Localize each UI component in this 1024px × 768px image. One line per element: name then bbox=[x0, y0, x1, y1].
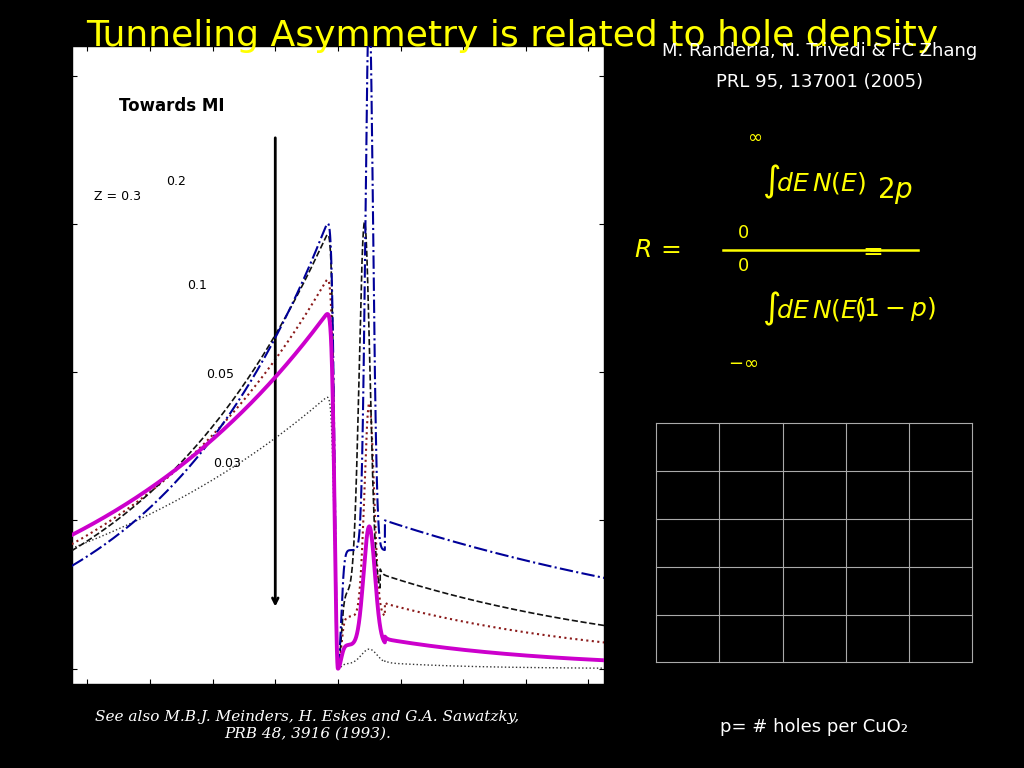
Circle shape bbox=[810, 588, 818, 594]
Text: 3.8 Å: 3.8 Å bbox=[699, 683, 739, 697]
Circle shape bbox=[683, 444, 692, 451]
Text: Tunneling Asymmetry is related to hole density: Tunneling Asymmetry is related to hole d… bbox=[86, 19, 938, 53]
Text: 0.05: 0.05 bbox=[207, 368, 234, 381]
Text: $\int\!dE\,N(E)$: $\int\!dE\,N(E)$ bbox=[762, 290, 866, 328]
Text: 0.1: 0.1 bbox=[187, 280, 208, 292]
Text: $R\,=$: $R\,=$ bbox=[634, 237, 680, 262]
Circle shape bbox=[746, 540, 756, 546]
Y-axis label: Conductance dI/dV (arb. units): Conductance dI/dV (arb. units) bbox=[31, 269, 44, 461]
Text: $\infty$: $\infty$ bbox=[746, 127, 762, 146]
Text: $=$: $=$ bbox=[858, 237, 883, 262]
Circle shape bbox=[872, 492, 882, 498]
Circle shape bbox=[872, 444, 882, 451]
Circle shape bbox=[683, 492, 692, 498]
Circle shape bbox=[746, 635, 756, 642]
Text: $2p$: $2p$ bbox=[877, 175, 912, 206]
Text: Towards MI: Towards MI bbox=[119, 98, 224, 115]
Circle shape bbox=[872, 635, 882, 642]
Text: M. Randeria, N. Trivedi & FC Zhang: M. Randeria, N. Trivedi & FC Zhang bbox=[662, 42, 977, 60]
Circle shape bbox=[872, 588, 882, 594]
Text: 0.03: 0.03 bbox=[213, 457, 241, 470]
Text: See also M.B.J. Meinders, H. Eskes and G.A. Sawatzky,
PRB 48, 3916 (1993).: See also M.B.J. Meinders, H. Eskes and G… bbox=[95, 710, 519, 740]
Circle shape bbox=[746, 444, 756, 451]
Circle shape bbox=[683, 635, 692, 642]
Text: Z = 0.3: Z = 0.3 bbox=[93, 190, 140, 204]
Text: $(1-p)$: $(1-p)$ bbox=[854, 295, 936, 323]
Text: 0.2: 0.2 bbox=[166, 175, 185, 188]
Circle shape bbox=[810, 635, 818, 642]
Text: PRL 95, 137001 (2005): PRL 95, 137001 (2005) bbox=[716, 73, 923, 91]
Text: $-\infty$: $-\infty$ bbox=[728, 353, 758, 372]
Text: $\int\!dE\,N(E)$: $\int\!dE\,N(E)$ bbox=[762, 164, 866, 201]
Text: $0$: $0$ bbox=[737, 257, 749, 275]
Circle shape bbox=[936, 540, 945, 546]
Text: p= # holes per CuO₂: p= # holes per CuO₂ bbox=[720, 718, 908, 736]
Circle shape bbox=[936, 444, 945, 451]
Circle shape bbox=[936, 588, 945, 594]
Circle shape bbox=[683, 540, 692, 546]
Circle shape bbox=[683, 588, 692, 594]
Circle shape bbox=[746, 588, 756, 594]
Text: $0$: $0$ bbox=[737, 224, 749, 243]
Circle shape bbox=[810, 492, 818, 498]
X-axis label: Bias V/Δmax: Bias V/Δmax bbox=[294, 704, 382, 718]
Circle shape bbox=[810, 540, 818, 546]
Circle shape bbox=[936, 492, 945, 498]
